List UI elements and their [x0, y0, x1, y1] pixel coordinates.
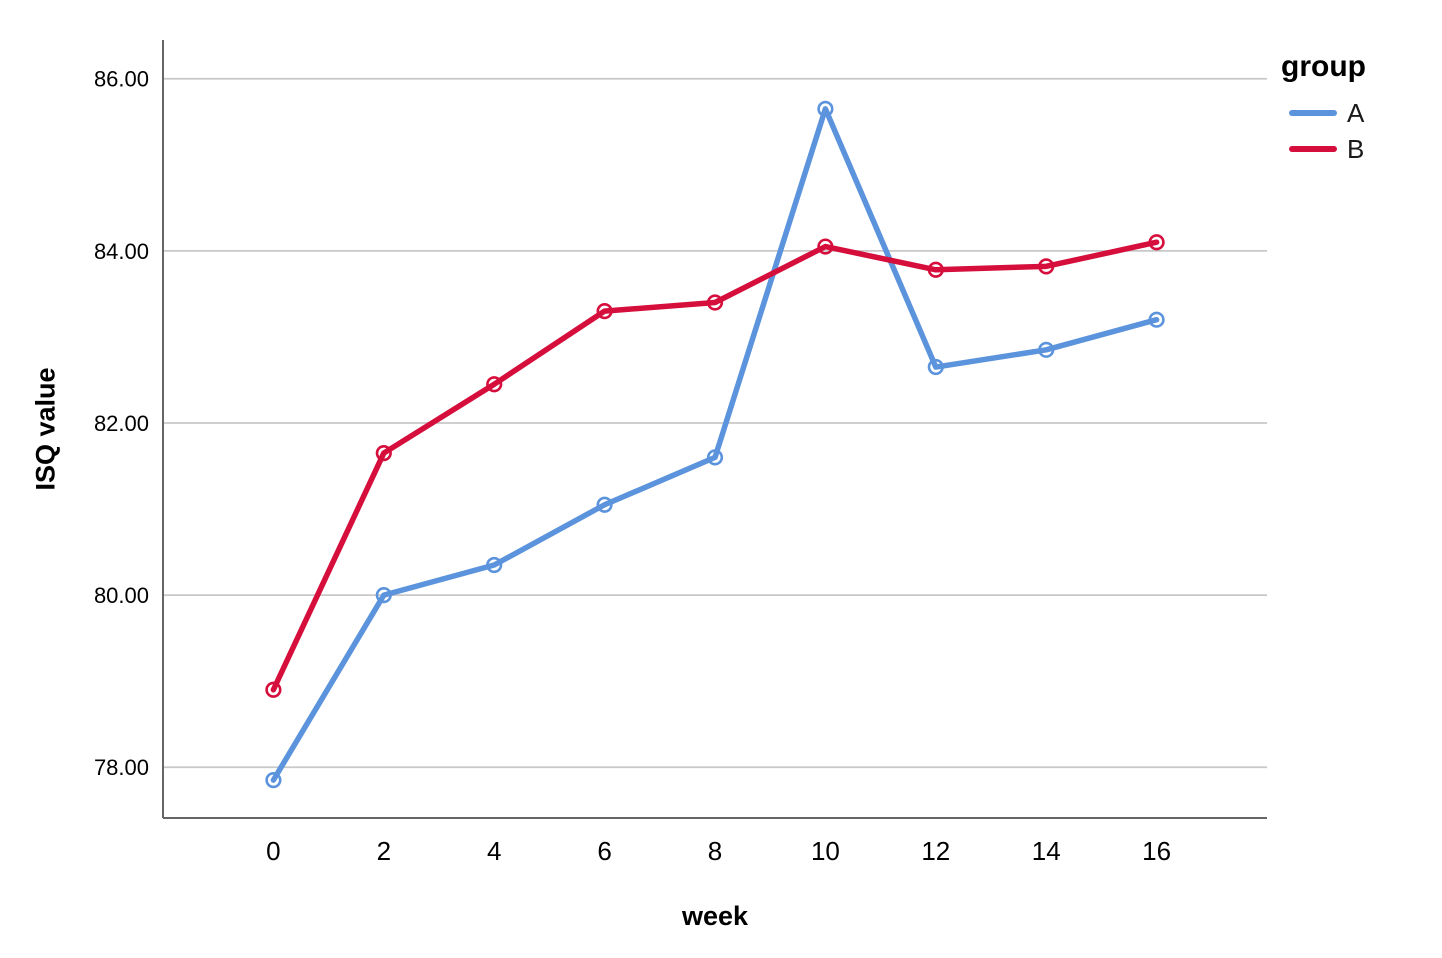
x-tick-label-10: 10	[811, 836, 840, 866]
series-point-A-week-10	[817, 100, 834, 117]
x-tick-label-14: 14	[1032, 836, 1061, 866]
x-tick-label-2: 2	[377, 836, 391, 866]
x-tick-label-0: 0	[266, 836, 280, 866]
x-tick-label-4: 4	[487, 836, 501, 866]
series-point-A-week-4	[486, 556, 503, 574]
legend-entry-A: A	[1289, 97, 1366, 128]
y-tick-label-78.00: 78.00	[94, 755, 149, 780]
series-point-B-week-0	[265, 681, 282, 698]
legend-swatch-A	[1289, 110, 1337, 116]
series-point-A-week-0	[265, 772, 282, 789]
series-point-A-week-6	[596, 496, 613, 513]
legend-entry-B: B	[1289, 133, 1366, 164]
series-point-A-week-16	[1148, 311, 1165, 328]
legend-title: group	[1281, 50, 1366, 83]
x-tick-label-12: 12	[921, 836, 950, 866]
series-point-B-week-14	[1038, 258, 1055, 275]
series-point-B-week-10	[817, 238, 834, 255]
x-tick-label-16: 16	[1142, 836, 1171, 866]
x-tick-label-6: 6	[597, 836, 611, 866]
series-point-B-week-4	[486, 376, 503, 393]
legend-entry-label-A: A	[1347, 97, 1365, 128]
x-axis-title: week	[681, 901, 749, 931]
series-point-B-week-8	[706, 294, 724, 311]
series-point-B-week-16	[1148, 234, 1165, 251]
y-tick-label-84.00: 84.00	[94, 239, 149, 264]
legend-entry-label-B: B	[1347, 133, 1365, 164]
y-tick-label-82.00: 82.00	[94, 411, 149, 436]
series-point-A-week-12	[927, 358, 944, 376]
y-tick-label-80.00: 80.00	[94, 583, 149, 608]
series-point-A-week-14	[1038, 341, 1055, 358]
legend-swatch-B	[1289, 146, 1337, 152]
series-line-B	[270, 239, 1160, 693]
series-point-A-week-2	[375, 586, 392, 604]
series-point-B-week-6	[596, 302, 613, 320]
x-tick-label-8: 8	[708, 836, 722, 866]
series-point-A-week-8	[706, 449, 724, 466]
series-point-B-week-2	[375, 444, 392, 462]
y-tick-label-86.00: 86.00	[94, 67, 149, 92]
series-line-A	[270, 106, 1160, 783]
series-point-B-week-12	[927, 261, 944, 278]
y-axis-title: ISQ value	[30, 367, 61, 491]
